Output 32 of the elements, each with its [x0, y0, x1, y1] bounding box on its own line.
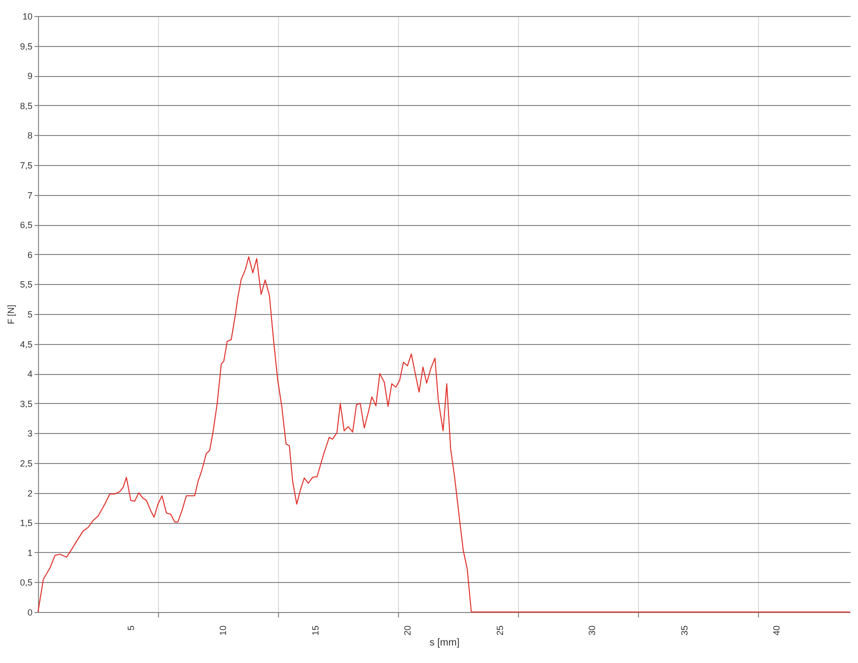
x-tick-label: 10 [218, 626, 228, 636]
y-tick-label: 0,5 [20, 578, 32, 588]
x-tick-label: 5 [126, 626, 136, 631]
y-tick-label: 10 [22, 12, 32, 22]
x-tick-label: 40 [772, 626, 782, 636]
y-tick-label: 5,5 [20, 280, 32, 290]
y-tick-label: 6 [27, 250, 32, 260]
y-tick-label: 1,5 [20, 518, 32, 528]
x-tick-label: 35 [679, 626, 690, 636]
y-tick-label: 8 [27, 130, 32, 141]
x-tick-label: 15 [310, 626, 320, 636]
y-tick-label: 4,5 [20, 339, 32, 350]
x-tick-label: 20 [402, 626, 413, 636]
y-axis-title: F [N] [6, 304, 16, 324]
y-tick-label: 7 [27, 190, 32, 200]
y-tick-label: 1 [27, 548, 32, 558]
x-tick-label: 30 [587, 626, 598, 636]
x-axis-title: s [mm] [430, 638, 460, 649]
y-tick-label: 2 [27, 488, 32, 498]
y-tick-label: 0 [27, 608, 32, 618]
y-tick-label: 9,5 [20, 41, 32, 52]
y-tick-label: 3,5 [20, 398, 32, 409]
y-tick-label: 5 [27, 310, 32, 320]
x-tick-label: 25 [494, 626, 505, 636]
y-tick-label: 4 [27, 369, 32, 380]
y-tick-label: 6,5 [20, 220, 32, 230]
y-tick-label: 7,5 [20, 160, 32, 170]
line-series [38, 256, 850, 612]
y-tick-label: 8,5 [20, 100, 32, 111]
y-tick-label: 9 [27, 71, 32, 82]
y-tick-label: 2,5 [20, 458, 32, 468]
y-tick-label: 3 [27, 428, 32, 439]
